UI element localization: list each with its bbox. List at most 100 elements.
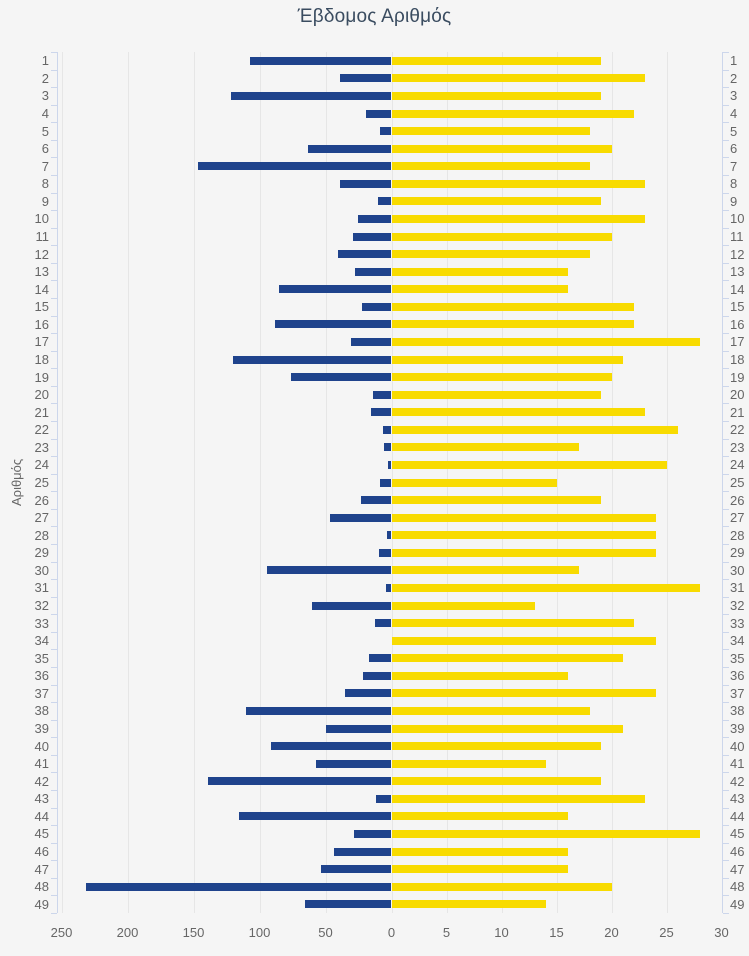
bar-right-43[interactable] — [392, 794, 645, 803]
bar-right-20[interactable] — [392, 390, 601, 399]
bar-right-13[interactable] — [392, 267, 568, 276]
bar-right-15[interactable] — [392, 302, 634, 311]
bar-left-28[interactable] — [387, 531, 391, 540]
bar-right-17[interactable] — [392, 337, 700, 346]
bar-right-7[interactable] — [392, 162, 590, 171]
bar-left-21[interactable] — [371, 408, 391, 417]
bar-right-44[interactable] — [392, 812, 568, 821]
bar-right-14[interactable] — [392, 285, 568, 294]
bar-left-19[interactable] — [290, 373, 391, 382]
bar-right-48[interactable] — [392, 882, 612, 891]
bar-left-23[interactable] — [384, 443, 391, 452]
bar-right-36[interactable] — [392, 671, 568, 680]
bar-left-3[interactable] — [231, 91, 391, 100]
bar-left-15[interactable] — [361, 302, 391, 311]
category-label-left-33: 33 — [34, 615, 49, 631]
bar-right-34[interactable] — [392, 636, 656, 645]
bar-right-32[interactable] — [392, 601, 535, 610]
bar-left-18[interactable] — [232, 355, 391, 364]
bar-right-37[interactable] — [392, 689, 656, 698]
bar-left-40[interactable] — [270, 742, 391, 751]
bar-right-35[interactable] — [392, 654, 623, 663]
bar-left-17[interactable] — [351, 337, 391, 346]
bar-left-38[interactable] — [245, 706, 391, 715]
bar-left-36[interactable] — [363, 671, 391, 680]
bar-left-42[interactable] — [207, 777, 391, 786]
category-label-left-32: 32 — [34, 598, 49, 613]
bar-right-42[interactable] — [392, 777, 601, 786]
bar-right-49[interactable] — [392, 900, 546, 909]
bar-left-9[interactable] — [377, 197, 391, 206]
bar-right-3[interactable] — [392, 91, 601, 100]
bar-right-6[interactable] — [392, 144, 612, 153]
bar-left-29[interactable] — [379, 548, 391, 557]
bar-right-2[interactable] — [392, 74, 645, 83]
bar-left-32[interactable] — [311, 601, 391, 610]
bar-right-23[interactable] — [392, 443, 579, 452]
bar-left-20[interactable] — [372, 390, 391, 399]
bar-left-2[interactable] — [339, 74, 391, 83]
bar-left-8[interactable] — [339, 179, 391, 188]
bar-right-33[interactable] — [392, 619, 634, 628]
bar-left-47[interactable] — [321, 865, 391, 874]
bar-right-27[interactable] — [392, 513, 656, 522]
bar-right-26[interactable] — [392, 496, 601, 505]
bar-left-35[interactable] — [368, 654, 391, 663]
bar-left-26[interactable] — [360, 496, 391, 505]
bar-left-48[interactable] — [86, 882, 391, 891]
bar-left-37[interactable] — [344, 689, 391, 698]
bar-right-18[interactable] — [392, 355, 623, 364]
bar-right-5[interactable] — [392, 127, 590, 136]
bar-left-6[interactable] — [307, 144, 391, 153]
bar-right-10[interactable] — [392, 214, 645, 223]
bar-right-11[interactable] — [392, 232, 612, 241]
bar-right-46[interactable] — [392, 847, 568, 856]
bar-right-8[interactable] — [392, 179, 645, 188]
bar-left-25[interactable] — [380, 478, 391, 487]
bar-right-9[interactable] — [392, 197, 601, 206]
bar-right-39[interactable] — [392, 724, 623, 733]
bar-left-46[interactable] — [334, 847, 391, 856]
bar-right-38[interactable] — [392, 706, 590, 715]
bar-left-14[interactable] — [278, 285, 391, 294]
bar-right-21[interactable] — [392, 408, 645, 417]
bar-right-31[interactable] — [392, 583, 700, 592]
bar-left-16[interactable] — [274, 320, 391, 329]
bar-left-5[interactable] — [380, 127, 391, 136]
bar-left-33[interactable] — [375, 619, 391, 628]
bar-right-29[interactable] — [392, 548, 656, 557]
bar-left-27[interactable] — [330, 513, 391, 522]
bar-right-40[interactable] — [392, 742, 601, 751]
axis-tick-left — [51, 807, 57, 809]
bar-right-41[interactable] — [392, 759, 546, 768]
bar-left-24[interactable] — [388, 460, 391, 469]
bar-left-30[interactable] — [266, 566, 391, 575]
bar-left-1[interactable] — [249, 56, 391, 65]
bar-left-41[interactable] — [315, 759, 391, 768]
bar-right-19[interactable] — [392, 373, 612, 382]
bar-right-45[interactable] — [392, 829, 700, 838]
bar-right-4[interactable] — [392, 109, 634, 118]
bar-left-45[interactable] — [354, 829, 391, 838]
bar-right-30[interactable] — [392, 566, 579, 575]
bar-left-49[interactable] — [305, 900, 391, 909]
bar-left-31[interactable] — [385, 583, 391, 592]
bar-left-43[interactable] — [376, 794, 391, 803]
bar-left-10[interactable] — [358, 214, 391, 223]
bar-left-11[interactable] — [352, 232, 391, 241]
bar-right-22[interactable] — [392, 425, 678, 434]
bar-right-12[interactable] — [392, 250, 590, 259]
bar-left-44[interactable] — [239, 812, 391, 821]
bar-right-47[interactable] — [392, 865, 568, 874]
bar-right-25[interactable] — [392, 478, 557, 487]
bar-left-22[interactable] — [383, 425, 391, 434]
bar-right-28[interactable] — [392, 531, 656, 540]
bar-right-24[interactable] — [392, 460, 667, 469]
bar-left-7[interactable] — [198, 162, 391, 171]
bar-left-13[interactable] — [355, 267, 391, 276]
bar-right-16[interactable] — [392, 320, 634, 329]
bar-right-1[interactable] — [392, 56, 601, 65]
bar-left-12[interactable] — [338, 250, 391, 259]
bar-left-39[interactable] — [326, 724, 391, 733]
bar-left-4[interactable] — [365, 109, 391, 118]
